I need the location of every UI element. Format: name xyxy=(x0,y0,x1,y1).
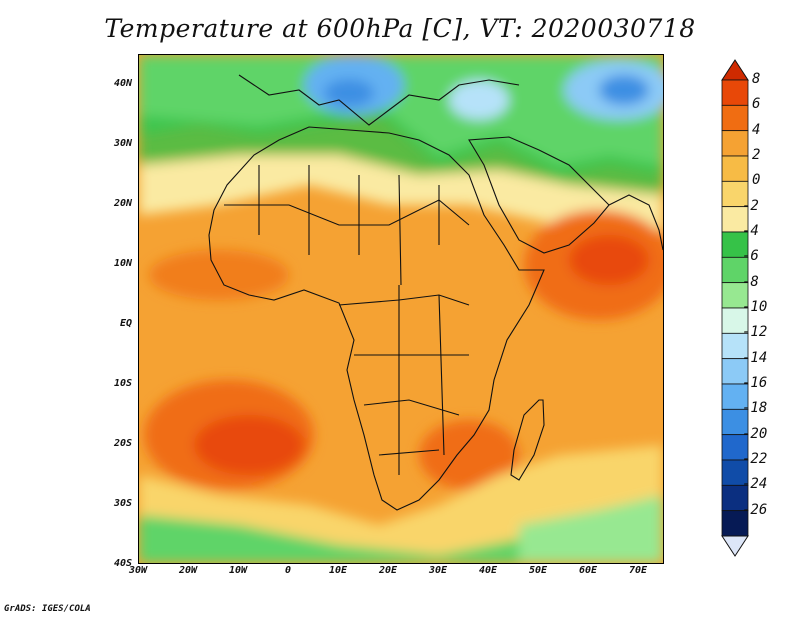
lon-tick-label: 10E xyxy=(328,565,348,576)
colorbar-tick-label: -10 xyxy=(742,299,768,315)
field-cold-asia-core xyxy=(599,75,649,105)
lat-tick-label: 20N xyxy=(113,198,132,209)
colorbar-swatch xyxy=(721,434,749,461)
map-svg xyxy=(139,55,663,563)
temperature-map xyxy=(138,54,664,564)
colorbar-tick-label: 8 xyxy=(752,71,761,87)
colorbar-tick-label: -22 xyxy=(742,451,768,467)
field-green-north xyxy=(139,55,663,175)
colorbar-swatch xyxy=(721,180,749,208)
africa-coast xyxy=(208,126,545,511)
lat-tick-label: 20S xyxy=(113,438,132,449)
colorbar-tick-label: -20 xyxy=(742,425,768,442)
border-central xyxy=(398,285,445,475)
field-warm-arabian-core xyxy=(569,235,649,285)
field-yellow-band xyxy=(139,155,663,230)
lat-tick-label: 30N xyxy=(113,138,132,149)
colorbar-tick-label: -26 xyxy=(742,501,768,518)
lat-tick-label: 30S xyxy=(113,498,132,509)
border-north xyxy=(258,165,440,286)
colorbar-swatch xyxy=(721,155,749,182)
colorbar xyxy=(721,59,749,557)
colorbar-tick-label: 6 xyxy=(752,96,761,113)
colorbar-swatch xyxy=(721,79,749,106)
lat-tick-label: 10N xyxy=(113,258,132,269)
lat-tick-label: 40S xyxy=(113,558,132,569)
lat-tick-label: EQ xyxy=(119,318,132,329)
coastlines xyxy=(208,74,663,511)
border-south xyxy=(338,294,470,456)
colorbar-tick-label: 2 xyxy=(752,147,761,163)
europe-coast xyxy=(238,74,520,126)
border-sahel xyxy=(224,199,470,226)
colorbar-tick-label: -4 xyxy=(742,223,759,239)
colorbar-swatch xyxy=(721,282,749,309)
lon-tick-label: 30E xyxy=(428,565,448,576)
colorbar-swatch xyxy=(721,130,749,157)
colorbar-swatch xyxy=(721,408,749,436)
colorbar-tick-label: -14 xyxy=(742,349,768,366)
colorbar-swatch xyxy=(721,206,749,233)
lon-tick-label: 60E xyxy=(578,565,598,576)
colorbar-bottom-arrow xyxy=(721,535,749,557)
lon-tick-label: 20W xyxy=(178,565,198,576)
colorbar-swatch xyxy=(721,484,749,512)
lon-tick-label: 0 xyxy=(284,565,292,576)
field-warm-atlantic-core xyxy=(194,415,304,475)
colorbar-tick-label: 4 xyxy=(752,121,761,138)
colorbar-tick-label: -24 xyxy=(742,476,768,493)
colorbar-tick-label: 0 xyxy=(752,172,761,189)
lon-tick-label: 10W xyxy=(228,565,248,576)
asia-coast xyxy=(608,194,663,251)
colorbar-swatch xyxy=(721,104,749,132)
colorbar-swatch xyxy=(721,459,749,486)
lat-tick-label: 10S xyxy=(113,378,132,389)
field-cold-med-core xyxy=(324,79,374,107)
colorbar-tick-label: -8 xyxy=(742,273,759,290)
lat-tick-label: 40N xyxy=(113,78,132,89)
colorbar-top-arrow xyxy=(721,59,749,81)
lon-tick-label: 70E xyxy=(628,565,648,576)
colorbar-tick-label: -6 xyxy=(742,248,759,265)
field-lightgreen-south xyxy=(519,495,663,563)
colorbar-swatch xyxy=(721,383,749,410)
field-cold-turkey xyxy=(449,80,509,120)
colorbar-swatch xyxy=(721,256,749,284)
colorbar-swatch xyxy=(721,332,749,360)
credit-text: GrADS: IGES/COLA xyxy=(4,604,91,614)
arabia-coast xyxy=(468,136,610,254)
lon-tick-label: 20E xyxy=(378,565,398,576)
colorbar-swatch xyxy=(721,231,749,258)
colorbar-swatch xyxy=(721,358,749,385)
colorbar-tick-label: -16 xyxy=(742,375,768,391)
lon-tick-label: 30W xyxy=(128,565,148,576)
madagascar-coast xyxy=(510,399,545,481)
colorbar-swatch xyxy=(721,307,749,334)
colorbar-tick-label: -18 xyxy=(742,400,768,417)
lon-tick-label: 50E xyxy=(528,565,548,576)
colorbar-tick-label: -2 xyxy=(742,197,759,214)
lon-tick-label: 40E xyxy=(478,565,498,576)
chart-title: Temperature at 600hPa [C], VT: 202003071… xyxy=(104,14,696,43)
colorbar-tick-label: -12 xyxy=(742,324,768,341)
